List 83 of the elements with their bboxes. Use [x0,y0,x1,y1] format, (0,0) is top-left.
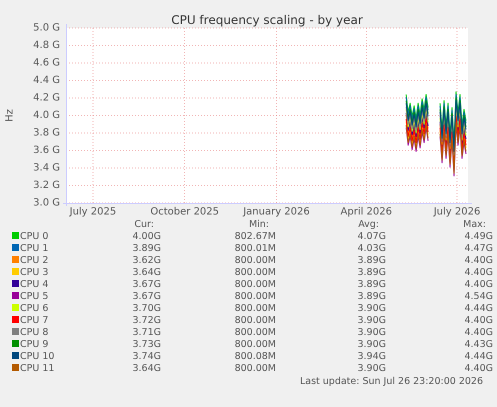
text: 800.08M [234,351,276,363]
y-tick-label: 4.4 G [33,75,60,86]
text: 800.00M [234,267,276,279]
legend-label: CPU 4 [19,279,50,291]
text: 4.44G [463,303,493,315]
y-tick-label: 3.4 G [33,162,60,174]
text: 3.64G [131,363,161,375]
chart-title: CPU frequency scaling - by year [171,13,363,28]
x-tick-label: January 2026 [242,206,310,218]
text: 3.72G [131,315,161,327]
y-tick-label: 4.2 G [33,92,60,104]
text: 800.00M [234,279,276,291]
text: 3.89G [356,291,386,303]
text: 4.40G [463,279,493,291]
text: 4.07G [356,231,386,243]
text: 4.44G [463,351,493,363]
text: 3.73G [131,339,161,351]
text: 4.00G [131,231,161,243]
y-tick-label: 5.0 G [33,22,60,34]
text: Avg: [357,219,380,231]
text: 3.89G [356,255,386,267]
text: Min: [248,219,270,231]
text: Max: [462,219,487,231]
y-tick-label: 4.6 G [33,58,60,69]
text: Last update: Sun Jul 26 23:20:00 2026 [300,376,483,387]
legend-label: CPU 11 [19,363,56,375]
text: 4.49G [463,231,493,243]
legend-label: CPU 6 [19,303,50,315]
x-tick-label: July 2025 [68,206,116,218]
text: 3.94G [356,351,386,363]
text: 3.67G [131,291,161,303]
text: 800.00M [234,291,276,303]
legend-label: CPU 3 [19,267,50,279]
x-tick-label: July 2026 [432,206,480,218]
x-tick-label: October 2025 [150,206,220,218]
text: 3.71G [131,327,161,339]
text: 4.47G [463,243,493,255]
text: 3.89G [356,279,386,291]
legend-label: CPU 0 [19,231,50,243]
text: 3.89G [131,243,161,255]
x-tick-label: April 2026 [340,206,392,218]
text: 3.90G [356,339,386,351]
text: 802.67M [234,231,276,243]
text: 800.00M [234,315,276,327]
legend-label: CPU 8 [19,327,50,339]
text: 800.00M [234,339,276,351]
text: 3.90G [356,327,386,339]
text: 4.43G [463,339,493,351]
text: 4.40G [463,267,493,279]
y-tick-label: 3.2 G [33,180,60,192]
text: 800.01M [234,243,276,255]
y-tick-label: 3.0 G [33,198,60,209]
text: 800.00M [234,327,276,339]
text: 3.64G [131,267,161,279]
y-tick-label: 4.0 G [33,110,60,122]
text: 3.89G [356,267,386,279]
text: 800.00M [234,303,276,315]
text: 3.90G [356,363,386,375]
text: 4.40G [463,255,493,267]
y-tick-label: 4.8 G [33,40,60,52]
y-tick-label: 3.8 G [33,128,60,139]
legend-label: CPU 10 [19,351,56,363]
text: 4.40G [463,327,493,339]
text: 3.67G [131,279,161,291]
text: 3.62G [131,255,161,267]
text: 3.90G [356,303,386,315]
text: 4.03G [356,243,386,255]
text: 4.40G [463,363,493,375]
text: 3.70G [131,303,161,315]
text: 4.54G [463,291,493,303]
y-axis-title: Hz [4,109,16,122]
y-tick-label: 3.6 G [33,145,60,156]
legend-label: CPU 9 [19,339,50,351]
text: 800.00M [234,363,276,375]
legend-label: CPU 7 [19,315,50,327]
text: 800.00M [234,255,276,267]
text: 4.40G [463,315,493,327]
legend-label: CPU 2 [19,255,50,267]
legend-label: CPU 1 [19,243,50,255]
text: 3.74G [131,351,161,363]
text: Cur: [133,219,155,231]
legend-label: CPU 5 [19,291,50,303]
text: 3.90G [356,315,386,327]
